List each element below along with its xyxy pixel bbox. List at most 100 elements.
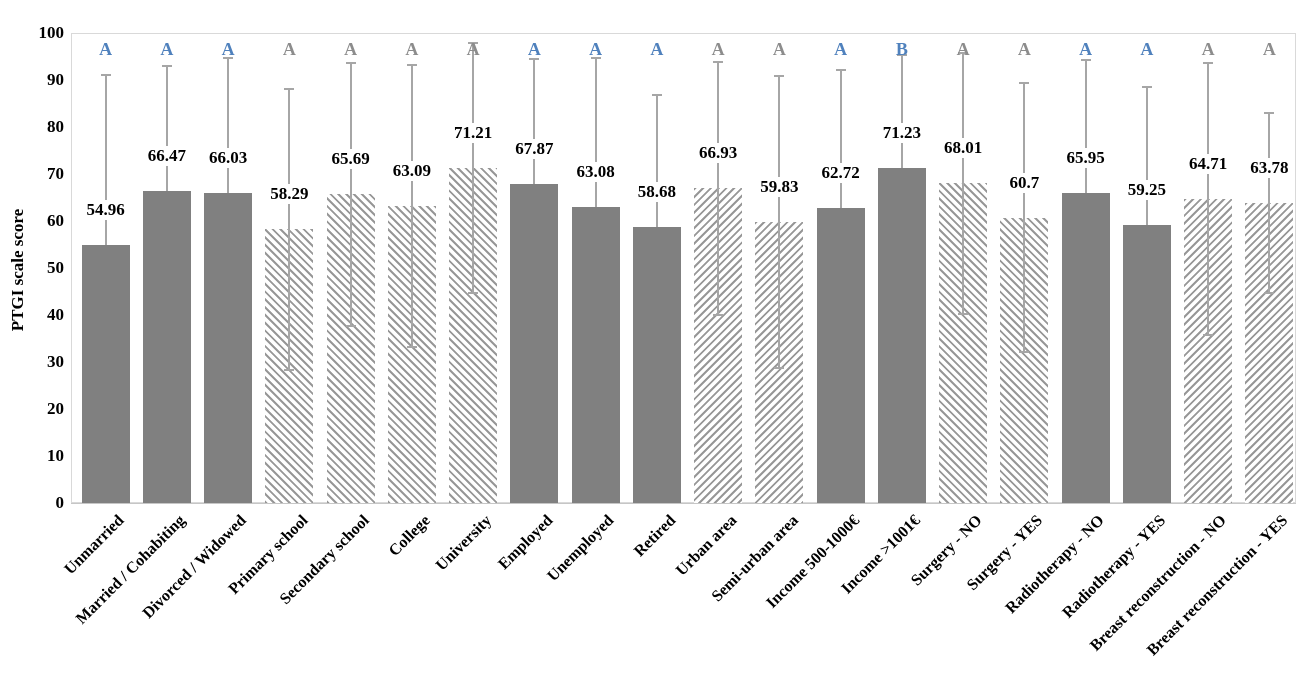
bar-solid [510, 184, 559, 503]
error-bar-cap-top [468, 42, 479, 45]
error-bar-cap-top [1264, 111, 1275, 114]
significance-letter: A [1201, 39, 1215, 59]
value-label: 54.96 [84, 199, 127, 220]
error-bar-line [104, 75, 107, 245]
error-bar-cap-top [100, 74, 111, 77]
error-bar-cap-top [161, 65, 172, 68]
value-label: 59.83 [758, 176, 801, 197]
error-bar-line [900, 54, 903, 169]
bar-solid [816, 208, 865, 503]
error-bar-line [1084, 60, 1087, 194]
y-tick-label: 20 [47, 399, 64, 418]
value-label: 67.87 [513, 139, 556, 159]
error-bar-cap-bottom [958, 312, 969, 315]
error-bar-line [778, 75, 781, 368]
error-bar-line [1023, 83, 1026, 353]
error-bar-line [349, 62, 352, 326]
plot-area [71, 33, 1296, 503]
bar-solid [877, 168, 926, 503]
error-bar-line [962, 53, 965, 314]
error-bar-cap-bottom [345, 324, 356, 327]
error-bar-cap-top [284, 87, 295, 90]
error-bar-cap-top [958, 52, 969, 55]
bar-solid [81, 244, 130, 503]
value-label: 66.47 [145, 145, 188, 166]
x-axis-line [71, 503, 1296, 504]
significance-letter: A [711, 39, 725, 59]
significance-letter: A [221, 39, 235, 59]
bar-solid [142, 190, 191, 503]
error-bar-cap-top [713, 60, 724, 63]
value-label: 65.95 [1064, 148, 1107, 169]
value-label: 58.29 [268, 184, 311, 205]
category-label: Radiotherapy - YES [1059, 512, 1169, 622]
error-bar-cap-bottom [774, 366, 785, 369]
error-bar-cap-top [896, 53, 907, 56]
value-label: 63.08 [574, 161, 617, 182]
value-label: 63.09 [390, 161, 433, 182]
bar-solid [1122, 224, 1171, 503]
y-tick-label: 30 [47, 352, 64, 371]
error-bar-line [594, 57, 597, 207]
bar-solid [571, 206, 620, 503]
value-label: 68.01 [942, 138, 985, 159]
value-label: 60.7 [1007, 172, 1042, 193]
value-label: 66.93 [697, 143, 740, 164]
significance-letter: A [405, 39, 419, 59]
significance-letter: A [466, 39, 480, 59]
y-tick-label: 40 [47, 305, 64, 324]
significance-letter: A [344, 39, 358, 59]
error-bar-cap-top [1080, 59, 1091, 62]
significance-letter: B [895, 39, 908, 59]
error-bar-cap-top [1141, 85, 1152, 88]
bar-solid [632, 227, 681, 503]
error-bar-cap-bottom [1264, 292, 1275, 295]
error-bar-cap-top [774, 74, 785, 77]
category-label: College [386, 512, 434, 560]
y-tick-label: 0 [55, 493, 65, 512]
y-tick-label: 60 [47, 211, 64, 230]
significance-letter: A [1017, 39, 1031, 59]
significance-letter: A [772, 39, 786, 59]
value-label: 66.03 [207, 147, 250, 168]
error-bar-line [410, 65, 413, 348]
error-bar-cap-top [835, 68, 846, 71]
error-bar-line [472, 43, 475, 294]
significance-letter: A [527, 39, 541, 59]
error-bar-line [533, 58, 536, 184]
error-bar-cap-bottom [1019, 351, 1030, 354]
value-label: 65.69 [329, 149, 372, 170]
error-bar-line [1207, 62, 1210, 336]
error-bar-line [839, 69, 842, 209]
significance-letter: A [1140, 39, 1154, 59]
error-bar-cap-bottom [713, 314, 724, 317]
value-label: 58.68 [635, 182, 678, 203]
error-bar-line [288, 88, 291, 370]
value-label: 62.72 [819, 163, 862, 184]
error-bar-line [717, 61, 720, 316]
significance-letter: A [956, 39, 970, 59]
bar-solid [1061, 193, 1110, 503]
error-bar-cap-bottom [406, 346, 417, 349]
category-label: University [432, 512, 496, 575]
value-label: 71.21 [452, 123, 495, 144]
error-bar-cap-bottom [1203, 334, 1214, 337]
error-bar-line [227, 58, 230, 193]
significance-letter: A [160, 39, 174, 59]
value-label: 64.71 [1187, 153, 1230, 174]
category-label: Divorced / Widowed [140, 512, 251, 623]
significance-letter: A [1079, 39, 1093, 59]
significance-letter: A [834, 39, 848, 59]
significance-letter: A [589, 39, 603, 59]
significance-letter: A [99, 39, 113, 59]
y-tick-label: 80 [47, 117, 64, 136]
value-label: 63.78 [1248, 158, 1291, 179]
error-bar-cap-top [345, 61, 356, 64]
error-bar-line [1145, 86, 1148, 225]
value-label: 71.23 [880, 123, 923, 144]
error-bar-line [165, 66, 168, 191]
significance-letter: A [1262, 39, 1276, 59]
error-bar-cap-top [406, 64, 417, 67]
error-bar-cap-top [590, 56, 601, 59]
